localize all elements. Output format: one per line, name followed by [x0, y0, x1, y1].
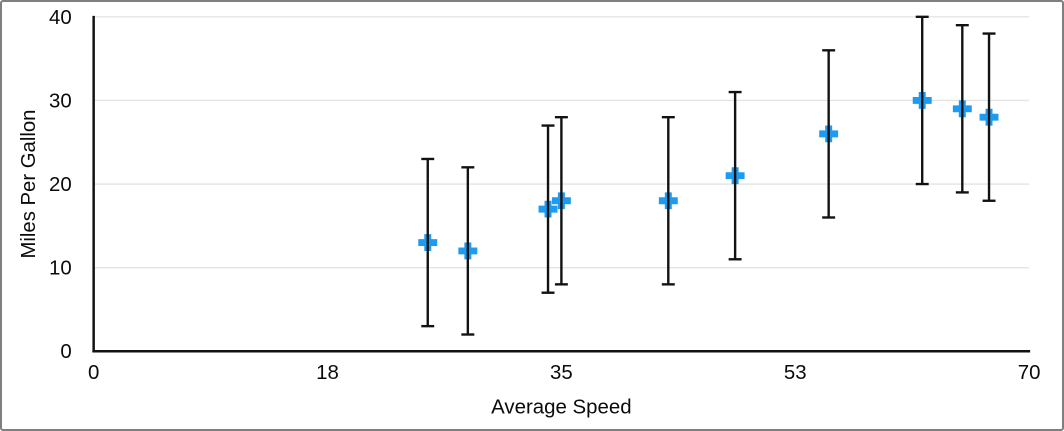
y-tick-label: 20	[49, 174, 72, 196]
x-tick-label: 0	[88, 362, 99, 384]
y-axis-title: Miles Per Gallon	[18, 110, 40, 259]
y-tick-label: 0	[60, 341, 71, 363]
x-axis-title: Average Speed	[491, 397, 631, 419]
x-tick-label: 53	[784, 362, 807, 384]
x-tick-label: 70	[1018, 362, 1041, 384]
y-tick-label: 40	[49, 7, 72, 29]
y-tick-label: 30	[49, 90, 72, 112]
x-tick-label: 35	[550, 362, 573, 384]
y-tick-label: 10	[49, 258, 72, 280]
x-tick-label: 18	[316, 362, 339, 384]
